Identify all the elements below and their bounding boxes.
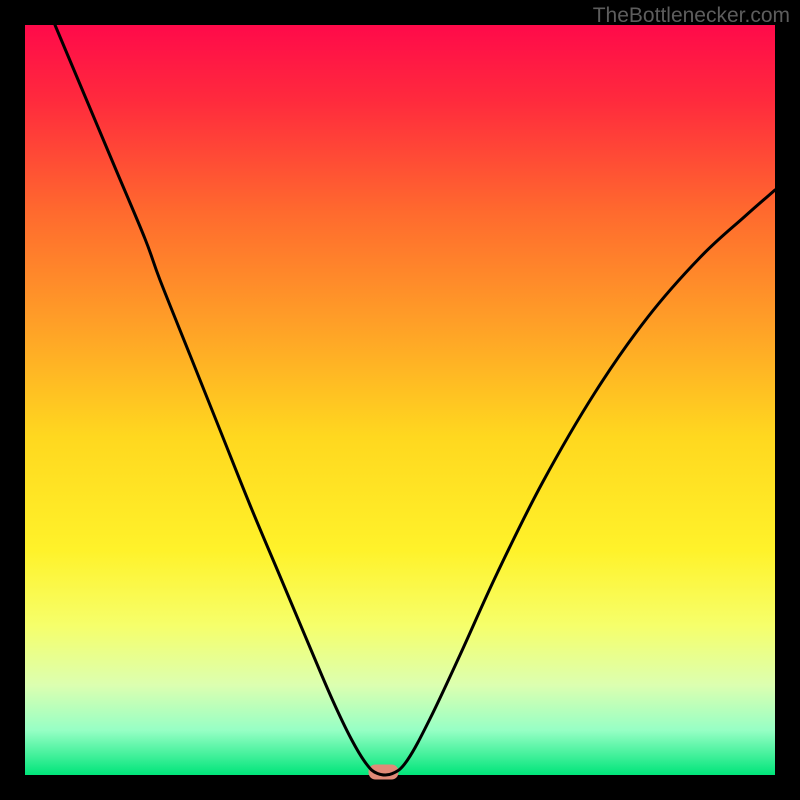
watermark-text: TheBottlenecker.com bbox=[593, 4, 790, 28]
bottleneck-chart bbox=[0, 0, 800, 800]
plot-background bbox=[25, 25, 775, 775]
